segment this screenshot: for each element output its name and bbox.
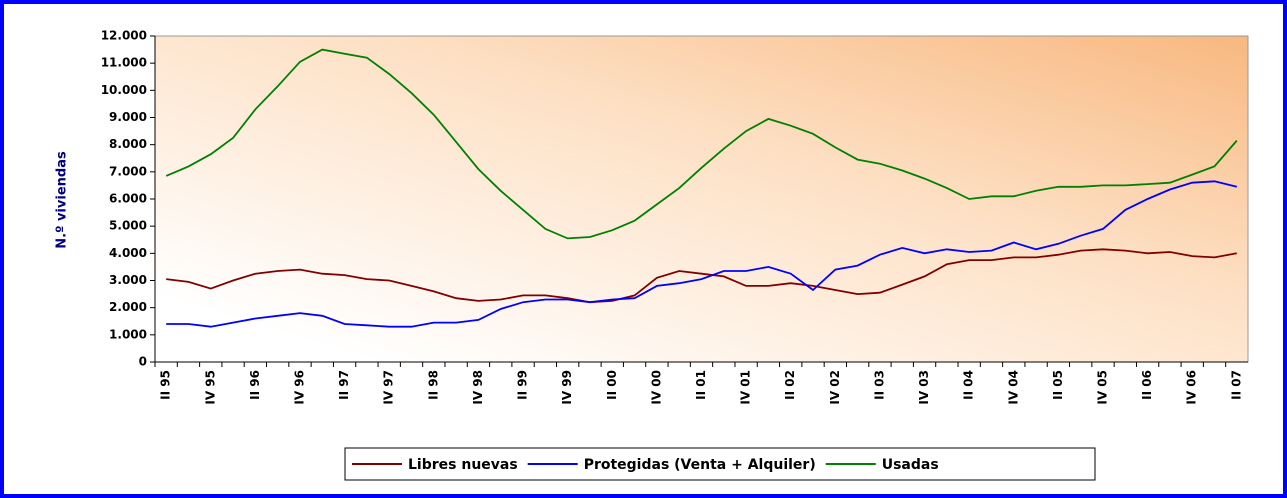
x-tick-label: II 03: [872, 370, 886, 400]
series-line: [166, 180, 1238, 328]
y-tick-label: 4.000: [109, 246, 147, 260]
x-tick-label: II 99: [516, 370, 530, 400]
x-tick-label: IV 02: [828, 370, 842, 405]
x-tick-label: II 98: [426, 370, 440, 400]
x-tick-label: II 05: [1051, 370, 1065, 400]
y-tick-label: 11.000: [101, 56, 147, 70]
x-tick-label: IV 05: [1096, 370, 1110, 405]
x-tick-label: IV 00: [649, 370, 663, 405]
x-tick-label: IV 06: [1185, 370, 1199, 405]
y-axis-title: N.º viviendas: [55, 151, 70, 249]
y-tick-label: 0: [139, 355, 147, 369]
y-tick-label: 2.000: [109, 300, 147, 314]
x-tick-label: IV 03: [917, 370, 931, 405]
x-tick-label: IV 97: [382, 370, 396, 405]
x-tick-label: II 97: [337, 370, 351, 400]
x-tick-label: IV 99: [560, 370, 574, 405]
x-tick-label: II 00: [605, 370, 619, 400]
x-tick-label: II 07: [1229, 370, 1243, 400]
x-tick-label: IV 01: [739, 370, 753, 405]
plot-area: [154, 35, 1249, 363]
x-tick-label: II 06: [1140, 370, 1154, 400]
y-tick-label: 7.000: [109, 164, 147, 178]
x-tick-label: IV 04: [1006, 370, 1020, 405]
x-tick-label: II 01: [694, 370, 708, 400]
y-tick-label: 3.000: [109, 273, 147, 287]
x-tick-label: II 95: [159, 370, 173, 400]
y-tick-label: 1.000: [109, 327, 147, 341]
x-tick-label: II 02: [783, 370, 797, 400]
legend-label: Usadas: [882, 457, 939, 473]
legend-label: Libres nuevas: [408, 457, 518, 473]
x-tick-label: II 04: [962, 370, 976, 400]
y-tick-label: 5.000: [109, 219, 147, 233]
series-line: [166, 248, 1237, 304]
x-tick-label: IV 96: [292, 370, 306, 405]
legend-label: Protegidas (Venta + Alquiler): [584, 457, 816, 473]
series-line: [165, 48, 1238, 240]
x-tick-label: II 96: [248, 370, 262, 400]
x-tick-label: IV 95: [203, 370, 217, 405]
y-tick-label: 10.000: [101, 83, 147, 97]
y-tick-label: 9.000: [109, 110, 147, 124]
y-tick-label: 6.000: [109, 192, 147, 206]
x-tick-label: IV 98: [471, 370, 485, 405]
y-tick-label: 12.000: [101, 29, 147, 43]
legend: [344, 447, 1096, 481]
y-tick-label: 8.000: [109, 137, 147, 151]
